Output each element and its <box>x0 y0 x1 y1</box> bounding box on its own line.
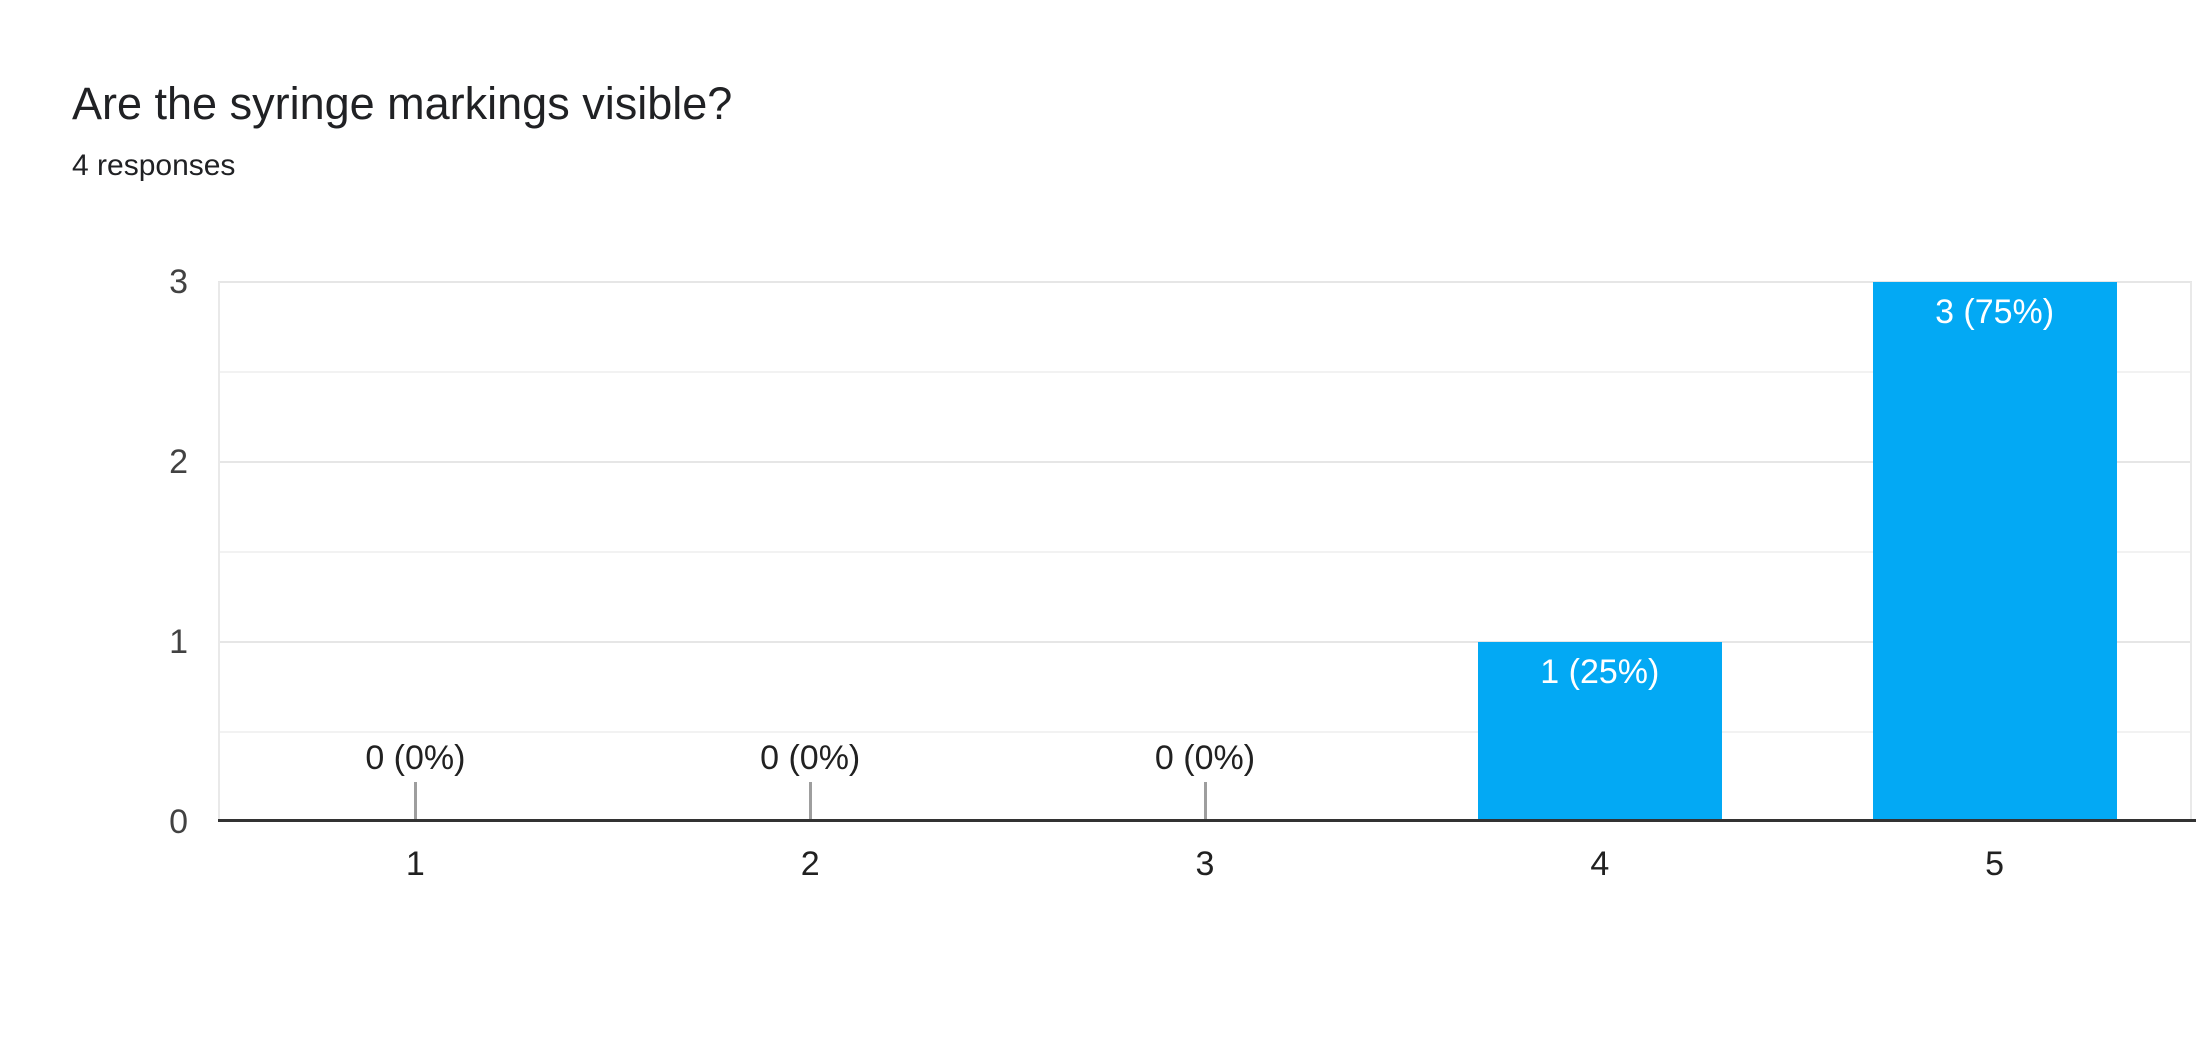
x-axis-category-label: 1 <box>405 845 425 883</box>
x-axis-category-label: 5 <box>1985 845 2005 883</box>
plot-left-border <box>218 282 220 822</box>
x-axis-category-label: 2 <box>800 845 820 883</box>
zero-value-tick <box>808 782 812 819</box>
y-axis-label: 3 <box>169 263 188 301</box>
y-axis-label: 2 <box>169 443 188 481</box>
gridline-major <box>218 641 2192 643</box>
plot-right-border <box>2190 282 2192 822</box>
bar-value-label: 3 (75%) <box>1935 293 2055 331</box>
x-axis-category-label: 4 <box>1590 845 1610 883</box>
bar-category-5[interactable] <box>1872 282 2117 819</box>
y-axis-label: 0 <box>169 803 188 841</box>
question-title: Are the syringe markings visible? <box>72 78 733 129</box>
zero-value-tick <box>1203 782 1207 819</box>
bar-value-label: 1 (25%) <box>1540 653 1660 691</box>
zero-value-tick <box>413 782 417 819</box>
y-axis-label: 1 <box>169 623 188 661</box>
gridline-major <box>218 281 2192 283</box>
bar-value-label: 0 (0%) <box>760 739 861 777</box>
bar-category-4[interactable] <box>1477 642 1722 819</box>
bar-value-label: 0 (0%) <box>365 739 466 777</box>
gridline-major <box>218 461 2192 463</box>
response-count: 4 responses <box>72 149 236 182</box>
gridline-minor <box>218 551 2192 553</box>
x-axis-baseline <box>218 819 2196 822</box>
x-axis-category-label: 3 <box>1195 845 1215 883</box>
bar-value-label: 0 (0%) <box>1154 739 1256 777</box>
gridline-minor <box>218 731 2192 733</box>
gridline-minor <box>218 371 2192 373</box>
